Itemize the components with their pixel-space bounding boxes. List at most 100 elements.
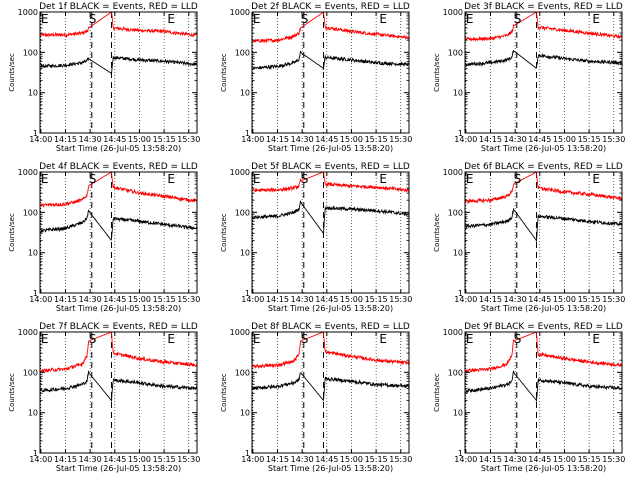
y-tick-label: 10 (453, 249, 463, 258)
y-axis-label: Counts/sec (8, 373, 16, 412)
chart-title: Det 4f BLACK = Events, RED = LLD (39, 162, 198, 172)
attenuator-flag-e: E (379, 12, 387, 26)
chart-title: Det 9f BLACK = Events, RED = LLD (464, 322, 623, 332)
x-tick-label: 14:30 (291, 455, 314, 464)
x-tick-label: 14:30 (79, 455, 102, 464)
x-tick-label: 14:45 (315, 135, 338, 144)
x-tick-label: 14:15 (479, 295, 502, 304)
x-tick-label: 14:00 (29, 295, 52, 304)
series-line-lld (40, 171, 198, 208)
x-tick-label: 14:30 (504, 295, 527, 304)
x-axis-label: Start Time (26-Jul-05 13:58:20) (56, 144, 181, 153)
y-tick-label: 1 (245, 289, 250, 298)
series-line-lld (40, 331, 198, 374)
x-tick-label: 15:00 (128, 455, 151, 464)
attenuator-flag-e: E (592, 12, 600, 26)
x-axis-label: Start Time (26-Jul-05 13:58:20) (481, 144, 606, 153)
x-tick-label: 14:15 (54, 295, 77, 304)
x-tick-label: 14:00 (454, 455, 477, 464)
y-tick-label: 100 (23, 48, 38, 57)
y-tick-label: 10 (453, 409, 463, 418)
y-tick-label: 100 (448, 368, 463, 377)
chart-title: Det 1f BLACK = Events, RED = LLD (39, 2, 198, 12)
attenuator-flag-s: S (301, 332, 309, 346)
x-tick-label: 14:15 (266, 455, 289, 464)
chart-title: Det 2f BLACK = Events, RED = LLD (251, 2, 410, 12)
series-line-events (465, 49, 623, 69)
chart-panel-5: Det 5f BLACK = Events, RED = LLD 14:00 14:… (220, 162, 412, 313)
series-line-lld (465, 171, 623, 205)
x-tick-label: 14:30 (504, 455, 527, 464)
y-tick-label: 1000 (18, 8, 38, 17)
x-tick-label: 14:15 (266, 295, 289, 304)
y-axis-label: Counts/sec (433, 373, 441, 412)
y-tick-label: 1 (33, 449, 38, 458)
x-tick-label: 14:15 (54, 135, 77, 144)
y-axis-label: Counts/sec (220, 213, 228, 252)
y-tick-label: 1 (245, 129, 250, 138)
x-tick-label: 14:30 (291, 135, 314, 144)
series-line-events (40, 370, 198, 402)
x-tick-label: 14:00 (241, 295, 264, 304)
y-tick-label: 1000 (230, 8, 250, 17)
series-line-lld (252, 11, 410, 44)
plot-frame (464, 11, 623, 134)
x-axis-label: Start Time (26-Jul-05 13:58:20) (481, 304, 606, 313)
x-tick-label: 14:45 (103, 135, 126, 144)
x-tick-label: 14:00 (454, 295, 477, 304)
x-axis-label: Start Time (26-Jul-05 13:58:20) (56, 464, 181, 473)
attenuator-flag-s: S (89, 12, 97, 26)
series-line-events (465, 207, 623, 242)
y-axis-label: Counts/sec (433, 53, 441, 92)
attenuator-flag-e: E (592, 332, 600, 346)
attenuator-flag-s: S (301, 172, 309, 186)
attenuator-flag-e: E (41, 332, 49, 346)
attenuator-flag-e: E (592, 172, 600, 186)
y-axis-label: Counts/sec (8, 53, 16, 92)
x-tick-label: 15:00 (340, 135, 363, 144)
x-axis-label: Start Time (26-Jul-05 13:58:20) (268, 464, 393, 473)
series-line-events (40, 209, 198, 241)
attenuator-flag-e: E (379, 332, 387, 346)
series-line-lld (40, 11, 198, 38)
y-tick-label: 10 (240, 89, 250, 98)
x-tick-label: 15:15 (578, 135, 601, 144)
x-tick-label: 15:00 (128, 295, 151, 304)
attenuator-flag-s: S (301, 12, 309, 26)
attenuator-flag-e: E (379, 172, 387, 186)
attenuator-flag-e: E (41, 172, 49, 186)
chart-title: Det 3f BLACK = Events, RED = LLD (464, 2, 623, 12)
plot-frame (39, 331, 198, 454)
y-tick-label: 1000 (18, 328, 38, 337)
chart-title: Det 5f BLACK = Events, RED = LLD (251, 162, 410, 172)
x-axis-label: Start Time (26-Jul-05 13:58:20) (268, 304, 393, 313)
y-tick-label: 1 (458, 129, 463, 138)
y-tick-label: 10 (453, 89, 463, 98)
y-tick-label: 1 (33, 129, 38, 138)
y-tick-label: 100 (448, 208, 463, 217)
attenuator-flag-e: E (167, 172, 175, 186)
x-tick-label: 15:15 (365, 135, 388, 144)
attenuator-flag-s: S (514, 332, 522, 346)
x-tick-label: 15:30 (602, 455, 625, 464)
attenuator-flag-e: E (466, 12, 474, 26)
y-tick-label: 100 (23, 208, 38, 217)
series-line-lld (465, 331, 623, 374)
x-tick-label: 15:00 (340, 295, 363, 304)
y-tick-label: 1 (33, 289, 38, 298)
x-tick-label: 15:15 (365, 455, 388, 464)
y-tick-label: 1000 (18, 168, 38, 177)
x-tick-label: 15:15 (578, 295, 601, 304)
x-tick-label: 14:45 (528, 135, 551, 144)
series-line-lld (252, 171, 410, 193)
x-tick-label: 15:15 (153, 295, 176, 304)
x-tick-label: 14:45 (103, 455, 126, 464)
x-tick-label: 14:15 (54, 455, 77, 464)
x-tick-label: 15:30 (389, 295, 412, 304)
